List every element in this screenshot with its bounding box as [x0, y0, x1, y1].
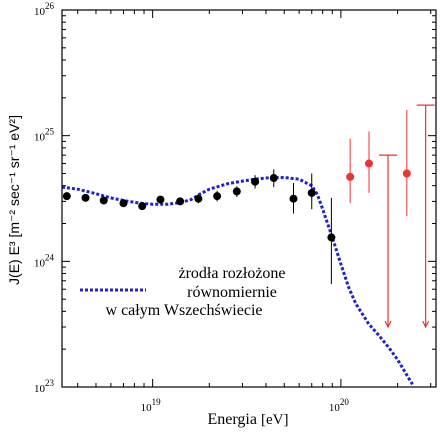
x-tick-base: 10 [141, 402, 153, 414]
plot-frame [61, 9, 437, 388]
y-tick-base: 10 [34, 257, 46, 269]
x-tick-exponent: 20 [340, 397, 350, 407]
y-tick-label: 1023 [34, 378, 55, 395]
x-tick-label: 1020 [329, 397, 350, 414]
y-axis-label: J(E) E³ [m⁻² sec⁻¹ sr⁻¹ eV²] [6, 115, 22, 285]
data-point [156, 195, 165, 204]
x-axis-label-unit: [eV] [261, 412, 288, 428]
y-tick-exponent: 25 [45, 127, 55, 137]
data-point [194, 194, 203, 203]
y-tick-base: 10 [34, 132, 46, 144]
annotation-line-2: równomiernie [187, 284, 277, 301]
data-point [62, 192, 71, 201]
x-tick-base: 10 [329, 402, 341, 414]
upper-limit-arrowhead [384, 320, 392, 329]
data-point [251, 177, 260, 186]
model-annotation: żrodła rozłożone równomiernie w całym Ws… [80, 265, 286, 319]
data-point [402, 169, 411, 178]
upper-limit-arrowhead [422, 320, 430, 329]
data-point [269, 174, 278, 183]
data-point [99, 196, 108, 205]
annotation-line-3: w całym Wszechświecie [106, 302, 263, 319]
model-curve-layer [61, 176, 414, 386]
y-tick-label: 1026 [34, 1, 55, 18]
annotation-line-1: żrodła rozłożone [178, 265, 285, 282]
y-tick-label: 1024 [34, 252, 55, 269]
x-tick-label: 1019 [141, 397, 162, 414]
data-point [307, 188, 316, 197]
y-tick-exponent: 23 [45, 378, 55, 388]
y-tick-base: 10 [34, 6, 46, 18]
data-point [327, 233, 336, 242]
x-axis-label: Energia [eV] [208, 411, 289, 428]
data-point [289, 194, 298, 203]
data-point [119, 199, 128, 208]
data-point [346, 172, 355, 181]
model-curve-line [61, 176, 414, 386]
data-point [138, 202, 147, 211]
x-tick-exponent: 19 [152, 397, 162, 407]
data-point [364, 159, 373, 168]
y-tick-exponent: 26 [45, 1, 55, 11]
y-tick-base: 10 [34, 383, 46, 395]
data-point [232, 187, 241, 196]
data-point [81, 193, 90, 202]
y-tick-exponent: 24 [45, 252, 55, 262]
axis-ticks [62, 9, 436, 388]
data-point [213, 192, 222, 201]
y-tick-label: 1025 [34, 127, 55, 144]
x-axis-label-main: Energia [208, 411, 257, 428]
data-point [176, 197, 185, 206]
data-points-layer [62, 104, 435, 329]
